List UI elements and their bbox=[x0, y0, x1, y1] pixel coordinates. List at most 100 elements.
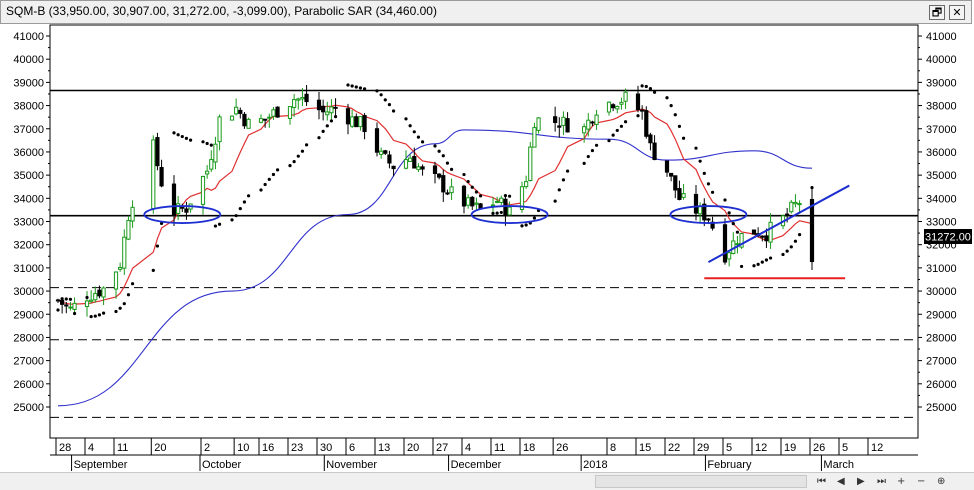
sar-dot bbox=[300, 149, 305, 153]
sar-dot bbox=[669, 104, 673, 108]
candle-body bbox=[490, 204, 496, 207]
sar-dot bbox=[698, 159, 702, 163]
candle-body bbox=[300, 97, 305, 100]
sar-dot bbox=[246, 194, 251, 198]
sar-dot bbox=[797, 233, 802, 237]
y-tick-label-right: 27000 bbox=[926, 356, 957, 368]
y-tick-label-left: 25000 bbox=[13, 402, 44, 414]
sar-dot bbox=[594, 143, 599, 147]
x-tick-label: 19 bbox=[784, 442, 796, 454]
parabolic-sar-layer bbox=[56, 83, 814, 319]
sar-dot bbox=[553, 199, 557, 203]
sar-dot bbox=[151, 268, 155, 272]
candle-body bbox=[84, 300, 90, 307]
y-tick-label-right: 36000 bbox=[926, 147, 957, 159]
sar-dot bbox=[292, 159, 296, 164]
candle-body bbox=[151, 139, 156, 210]
sar-dot bbox=[387, 103, 392, 107]
candle-body bbox=[234, 106, 239, 115]
candle-body bbox=[217, 116, 222, 143]
candle-body bbox=[271, 109, 276, 117]
sar-dot bbox=[503, 194, 508, 198]
support-ellipse bbox=[669, 205, 748, 224]
candle-body bbox=[379, 150, 384, 155]
sar-dot bbox=[420, 140, 425, 144]
x-tick-label: 20 bbox=[154, 442, 166, 454]
scroll-start-icon[interactable]: ⏮ bbox=[817, 476, 826, 487]
month-label: September bbox=[74, 459, 128, 471]
candle-body bbox=[669, 172, 674, 177]
sar-dot bbox=[64, 297, 68, 301]
sar-dot bbox=[565, 169, 570, 173]
sar-dot bbox=[665, 96, 669, 100]
sar-dot bbox=[188, 138, 193, 142]
y-tick-label-right: 25000 bbox=[926, 402, 957, 414]
y-tick-label-right: 38000 bbox=[926, 101, 957, 113]
candle-body bbox=[238, 109, 243, 114]
candle-body bbox=[594, 114, 599, 125]
candle-body bbox=[590, 121, 595, 124]
sar-dot bbox=[644, 84, 648, 89]
candle-body bbox=[789, 201, 794, 213]
close-window-button[interactable]: ✕ bbox=[949, 5, 965, 20]
x-tick-label: 11 bbox=[117, 442, 128, 454]
candle-body bbox=[72, 302, 77, 310]
sar-dot bbox=[462, 172, 466, 177]
candle-body bbox=[797, 203, 802, 206]
candle-body bbox=[809, 198, 815, 263]
candle-body bbox=[615, 105, 620, 110]
sar-dot bbox=[201, 140, 205, 144]
price-chart: 25000 25000 26000 26000 27000 27000 28000 28000… bbox=[0, 24, 974, 472]
sar-dot bbox=[561, 178, 566, 182]
sar-dot bbox=[648, 87, 653, 91]
candle-body bbox=[432, 165, 438, 174]
window-titlebar: SQM-B (33,950.00, 30,907.00, 31,272.00, … bbox=[0, 0, 972, 24]
candle-body bbox=[209, 159, 214, 170]
candle-body bbox=[698, 205, 703, 215]
month-label: November bbox=[326, 459, 377, 471]
sar-dot bbox=[85, 295, 89, 300]
sar-dot bbox=[499, 210, 503, 215]
candles-layer bbox=[55, 85, 815, 317]
sar-dot bbox=[176, 133, 180, 137]
candle-body bbox=[764, 235, 769, 242]
scroll-right-icon[interactable]: ▶ bbox=[857, 476, 865, 487]
sar-dot bbox=[615, 128, 619, 133]
zoom-fit-icon[interactable]: ⊕ bbox=[937, 476, 946, 487]
sar-dot bbox=[491, 211, 495, 215]
candle-body bbox=[403, 159, 409, 169]
sar-dot bbox=[623, 120, 628, 124]
zoom-out-icon[interactable]: − bbox=[917, 476, 926, 487]
sar-dot bbox=[180, 134, 184, 139]
candle-body bbox=[155, 137, 160, 167]
x-tick-label: 5 bbox=[842, 442, 848, 454]
sar-dot bbox=[764, 258, 769, 262]
scroll-end-icon[interactable]: ⏭ bbox=[877, 476, 886, 487]
plot-frame bbox=[49, 24, 919, 439]
candle-body bbox=[644, 110, 649, 137]
sar-dot bbox=[304, 143, 309, 147]
x-tick-label: 2 bbox=[204, 442, 210, 454]
y-tick-label-right: 41000 bbox=[926, 31, 957, 43]
x-tick-label: 4 bbox=[465, 442, 471, 454]
zoom-in-icon[interactable]: + bbox=[897, 476, 906, 487]
x-tick-label: 18 bbox=[523, 442, 535, 454]
candle-body bbox=[474, 202, 479, 205]
restore-window-button[interactable]: 🗗 bbox=[929, 5, 945, 20]
x-tick-label: 29 bbox=[697, 442, 709, 454]
candle-body bbox=[582, 126, 587, 134]
x-tick-label: 23 bbox=[291, 442, 303, 454]
y-tick-label-right: 34000 bbox=[926, 193, 957, 205]
candle-body bbox=[171, 183, 177, 217]
sar-dot bbox=[673, 113, 677, 117]
scrollbar-track[interactable] bbox=[595, 475, 807, 488]
scroll-left-icon[interactable]: ◀ bbox=[837, 476, 845, 487]
sar-dot bbox=[441, 154, 445, 158]
sar-dot bbox=[466, 179, 470, 184]
candle-body bbox=[768, 221, 773, 243]
horizontal-scrollbar[interactable]: ⏮ ◀ ▶ ⏭ + − ⊕ bbox=[0, 472, 974, 490]
last-price-label: 31272.00 bbox=[925, 232, 971, 244]
candle-body bbox=[528, 146, 533, 182]
x-axis-layer: 28 4 11 20 2 10 16 23 30 6 13 20 27 4 11 18 26 8 15 22 29 5 12… bbox=[50, 438, 918, 471]
candle-body bbox=[586, 119, 591, 130]
